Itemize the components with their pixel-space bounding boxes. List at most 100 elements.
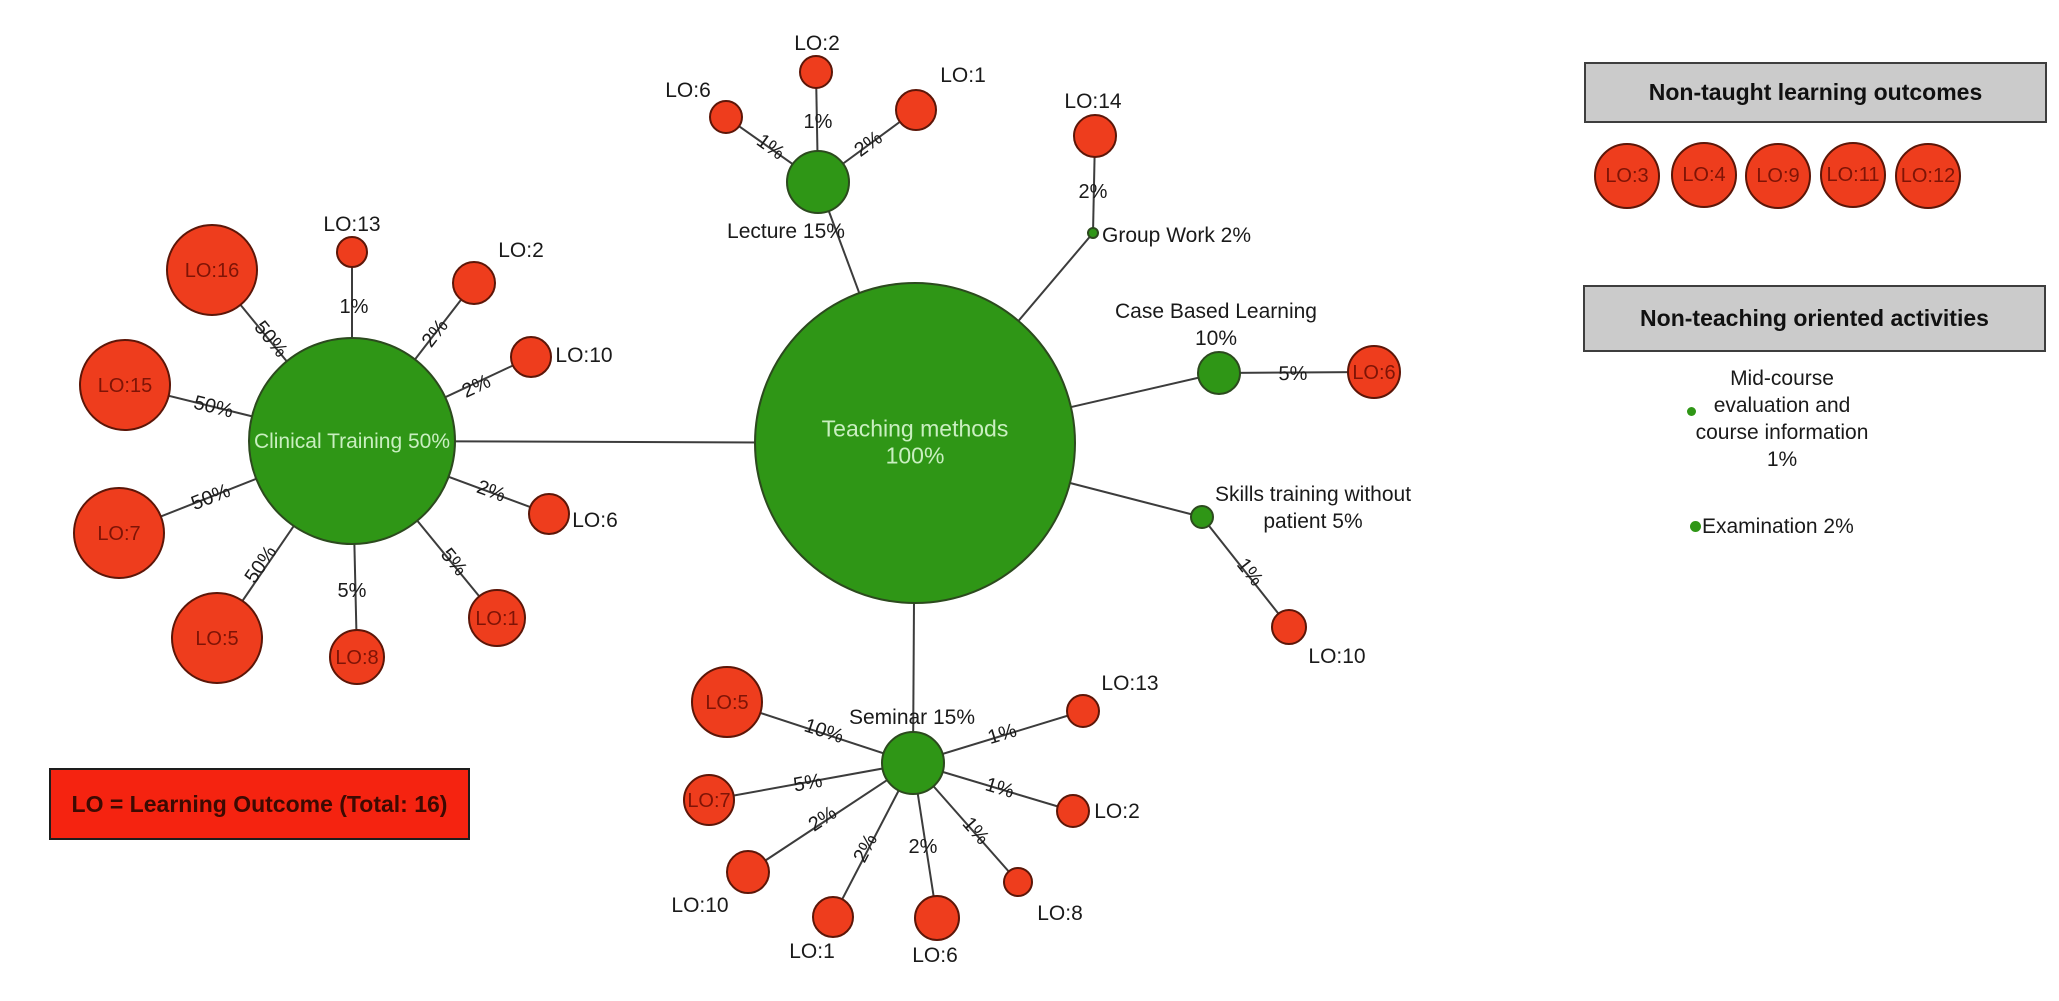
node-c15 xyxy=(79,339,171,431)
edge-label-lecture-l2: 1% xyxy=(804,111,833,133)
non-taught-lo9: LO:9 xyxy=(1745,143,1811,209)
node-seminar xyxy=(881,731,945,795)
edge-label-clinical-c15: 50% xyxy=(191,392,235,423)
node-label-m2: LO:2 xyxy=(1094,800,1140,823)
node-label-c15: LO:15 xyxy=(98,375,152,397)
edge-label-groupwork-g14: 2% xyxy=(1079,181,1108,203)
node-label-g14: LO:14 xyxy=(1064,90,1122,113)
node-label-cbl: Case Based Learning 10% xyxy=(1115,300,1317,350)
node-c6 xyxy=(528,493,570,535)
node-c1 xyxy=(468,589,526,647)
node-m6 xyxy=(914,895,960,941)
edge-label-seminar-m1: 2% xyxy=(849,830,882,866)
edge-seminar-m10 xyxy=(747,762,914,873)
node-label-teaching: Teaching methods 100% xyxy=(822,416,1009,469)
edge-seminar-m7 xyxy=(708,762,914,801)
node-label-c13: LO:13 xyxy=(323,213,380,236)
examination-label: Examination 2% xyxy=(1702,515,1854,538)
non-taught-lo9-label: LO:9 xyxy=(1756,164,1800,187)
node-label-skills: Skills training without patient 5% xyxy=(1215,483,1411,533)
legend-non-teaching-box: Non-teaching oriented activities xyxy=(1583,285,2046,352)
node-label-m6: LO:6 xyxy=(912,944,958,967)
edge-label-clinical-c6: 2% xyxy=(474,476,509,507)
non-taught-lo3: LO:3 xyxy=(1594,143,1660,209)
node-c8 xyxy=(329,629,385,685)
lo-definition-note-box: LO = Learning Outcome (Total: 16) xyxy=(49,768,470,840)
edge-label-lecture-l6: 1% xyxy=(752,130,788,165)
non-taught-lo4-label: LO:4 xyxy=(1682,163,1726,186)
legend-non-taught-box: Non-taught learning outcomes xyxy=(1584,62,2047,123)
node-m13 xyxy=(1066,694,1100,728)
node-cbl xyxy=(1197,351,1241,395)
non-taught-lo3-label: LO:3 xyxy=(1605,164,1649,187)
non-taught-lo11: LO:11 xyxy=(1820,142,1886,208)
non-taught-lo12: LO:12 xyxy=(1895,143,1961,209)
node-c16 xyxy=(166,224,258,316)
node-label-l2: LO:2 xyxy=(794,32,840,55)
node-label-l1: LO:1 xyxy=(940,64,986,87)
node-c10 xyxy=(510,336,552,378)
node-cb6 xyxy=(1347,345,1401,399)
node-m10 xyxy=(726,850,770,894)
node-s10 xyxy=(1271,609,1307,645)
node-clinical xyxy=(248,337,456,545)
edge-label-seminar-m13: 1% xyxy=(985,719,1019,749)
non-taught-lo4: LO:4 xyxy=(1671,142,1737,208)
node-m2 xyxy=(1056,794,1090,828)
node-label-c6: LO:6 xyxy=(572,509,618,532)
node-groupwork xyxy=(1087,227,1099,239)
node-label-cb6: LO:6 xyxy=(1352,362,1395,384)
edge-label-clinical-c7: 50% xyxy=(188,480,234,515)
node-c2 xyxy=(452,261,496,305)
node-l6 xyxy=(709,100,743,134)
node-m5 xyxy=(691,666,763,738)
node-label-seminar: Seminar 15% xyxy=(849,706,975,729)
node-label-groupwork: Group Work 2% xyxy=(1102,224,1251,247)
node-label-c5: LO:5 xyxy=(195,628,238,650)
node-m8 xyxy=(1003,867,1033,897)
node-label-m5: LO:5 xyxy=(705,692,748,714)
node-lecture xyxy=(786,150,850,214)
edge-label-cbl-cb6: 5% xyxy=(1278,363,1307,385)
node-c7 xyxy=(73,487,165,579)
node-teaching xyxy=(754,282,1076,604)
midcourse-dot xyxy=(1687,407,1696,416)
non-taught-lo11-label: LO:11 xyxy=(1826,163,1880,186)
node-label-m8: LO:8 xyxy=(1037,902,1083,925)
node-label-c2: LO:2 xyxy=(498,239,544,262)
midcourse-line2: evaluation and xyxy=(1713,394,1851,417)
edge-label-clinical-c13: 1% xyxy=(340,296,369,318)
edge-label-skills-s10: 1% xyxy=(1232,554,1267,590)
edge-label-clinical-c5: 50% xyxy=(241,542,282,588)
node-label-m10: LO:10 xyxy=(671,894,728,917)
node-skills xyxy=(1190,505,1214,529)
edge-skills-s10 xyxy=(1201,516,1290,628)
edge-label-lecture-l1: 2% xyxy=(850,127,886,162)
node-g14 xyxy=(1073,114,1117,158)
node-c13 xyxy=(336,236,368,268)
edge-label-seminar-m6: 2% xyxy=(909,836,938,858)
node-label-c1: LO:1 xyxy=(475,608,518,630)
legend-non-teaching-title: Non-teaching oriented activities xyxy=(1640,305,1989,331)
midcourse-line4: 1% xyxy=(1766,448,1798,471)
edge-label-clinical-c2: 2% xyxy=(418,315,453,351)
node-m1 xyxy=(812,896,854,938)
node-label-l6: LO:6 xyxy=(665,79,711,102)
midcourse-label: Mid-course evaluation and course informa… xyxy=(1660,365,1904,473)
legend-non-taught-title: Non-taught learning outcomes xyxy=(1648,79,1983,105)
node-label-c10: LO:10 xyxy=(555,344,612,367)
midcourse-line1: Mid-course xyxy=(1730,367,1834,390)
node-label-s10: LO:10 xyxy=(1308,645,1365,668)
non-taught-lo12-label: LO:12 xyxy=(1900,164,1956,187)
node-l1 xyxy=(895,89,937,131)
edge-label-seminar-m2: 1% xyxy=(983,774,1017,803)
node-label-c8: LO:8 xyxy=(335,647,378,669)
midcourse-line3: course information xyxy=(1695,421,1869,444)
node-c5 xyxy=(171,592,263,684)
node-label-m7: LO:7 xyxy=(687,790,730,812)
node-label-clinical: Clinical Training 50% xyxy=(254,430,450,453)
node-m7 xyxy=(683,774,735,826)
edge-label-seminar-m5: 10% xyxy=(801,715,846,748)
